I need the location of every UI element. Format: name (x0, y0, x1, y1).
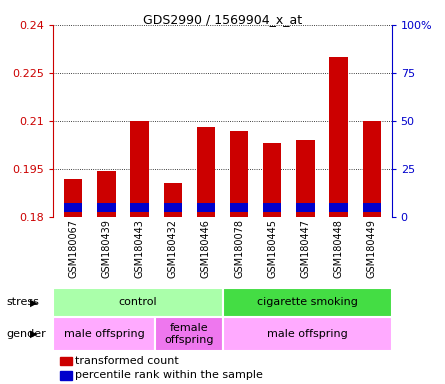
Text: GSM180449: GSM180449 (367, 219, 377, 278)
Bar (64, 179, 82, 217)
Text: control: control (119, 297, 157, 308)
Bar (60, 371, 72, 380)
Text: ▶: ▶ (30, 297, 37, 308)
Text: stress: stress (7, 297, 40, 308)
Bar (130, 203, 149, 212)
Bar (60, 357, 72, 366)
Bar (197, 127, 215, 217)
Text: female
offspring: female offspring (164, 323, 214, 345)
Bar (263, 203, 281, 212)
Text: GSM180443: GSM180443 (134, 219, 145, 278)
Bar (97, 170, 116, 217)
Bar (230, 203, 248, 212)
Bar (164, 203, 182, 212)
Bar (64, 203, 82, 212)
Bar (363, 121, 381, 217)
Text: GSM180447: GSM180447 (300, 219, 311, 278)
Text: ▶: ▶ (30, 329, 37, 339)
Bar (263, 143, 281, 217)
Text: percentile rank within the sample: percentile rank within the sample (75, 371, 263, 381)
Bar (155, 317, 222, 351)
Bar (53, 317, 155, 351)
Bar (230, 131, 248, 217)
Text: GSM180445: GSM180445 (267, 219, 277, 278)
Text: GSM180078: GSM180078 (234, 219, 244, 278)
Text: GDS2990 / 1569904_x_at: GDS2990 / 1569904_x_at (143, 13, 302, 26)
Text: GSM180448: GSM180448 (334, 219, 344, 278)
Bar (363, 203, 381, 212)
Text: gender: gender (7, 329, 46, 339)
Bar (97, 203, 116, 212)
Text: GSM180067: GSM180067 (68, 219, 78, 278)
Bar (222, 288, 392, 317)
Bar (329, 57, 348, 217)
Bar (296, 140, 315, 217)
Bar (222, 317, 392, 351)
Text: transformed count: transformed count (75, 356, 179, 366)
Bar (164, 184, 182, 217)
Text: GSM180446: GSM180446 (201, 219, 211, 278)
Bar (197, 203, 215, 212)
Bar (296, 203, 315, 212)
Bar (53, 288, 222, 317)
Text: male offspring: male offspring (267, 329, 348, 339)
Text: GSM180439: GSM180439 (101, 219, 111, 278)
Bar (329, 203, 348, 212)
Bar (130, 121, 149, 217)
Text: cigarette smoking: cigarette smoking (257, 297, 357, 308)
Text: GSM180432: GSM180432 (168, 219, 178, 278)
Text: male offspring: male offspring (64, 329, 145, 339)
